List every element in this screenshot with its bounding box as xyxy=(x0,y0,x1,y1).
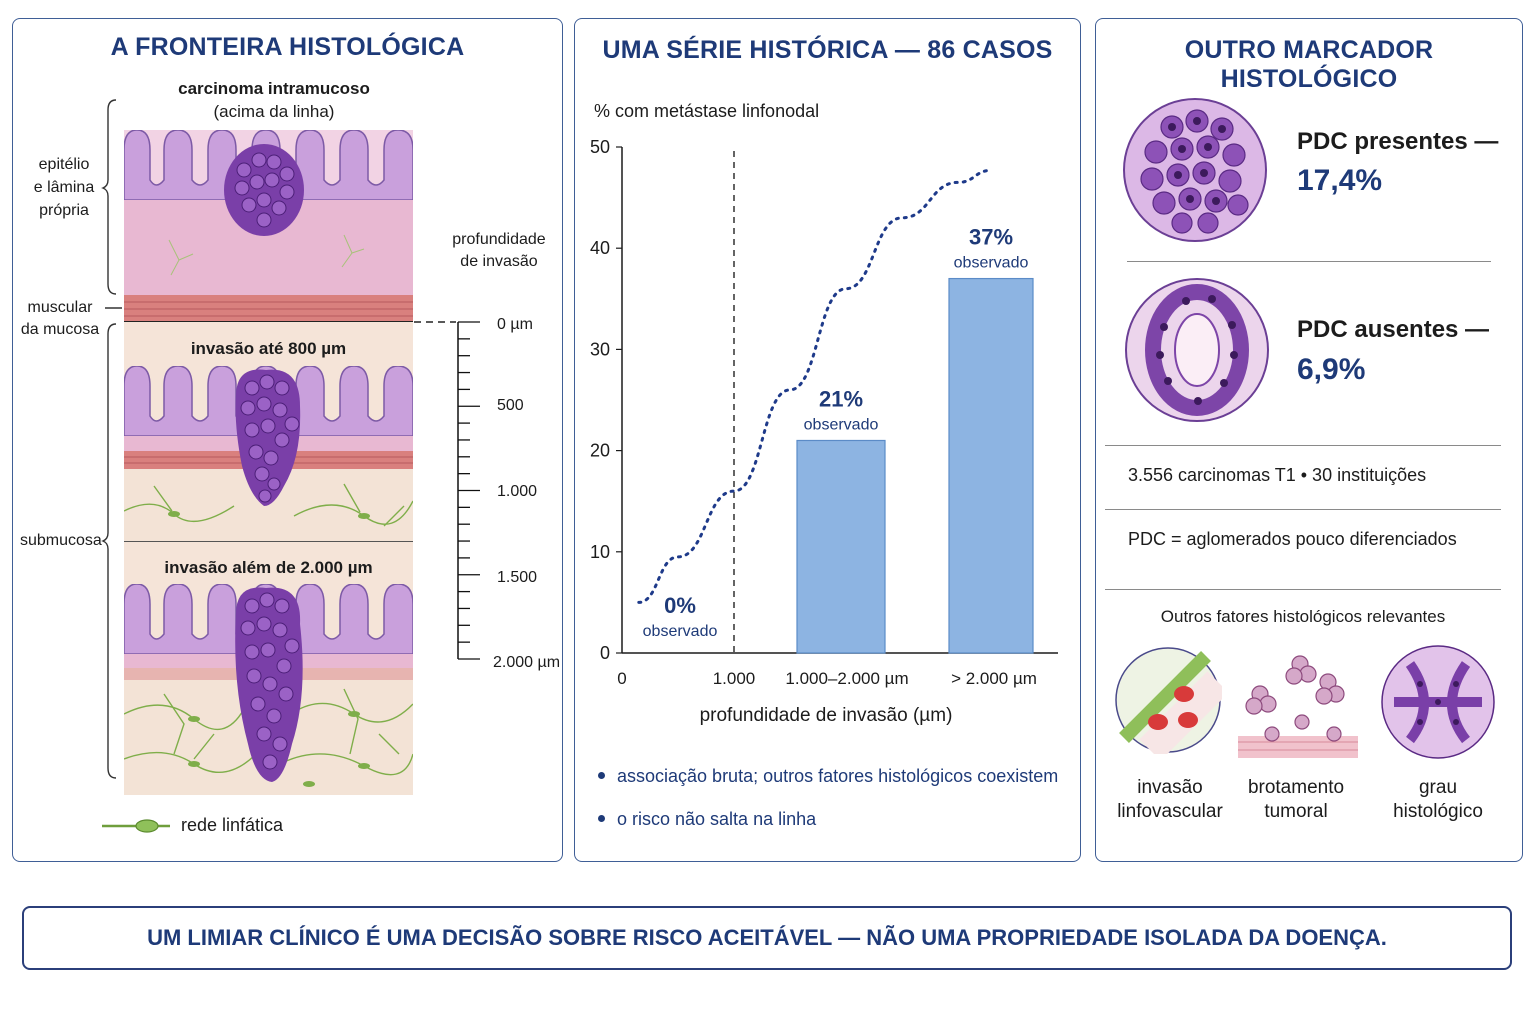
epithelium-label-2: e lâmina xyxy=(33,179,95,196)
separator xyxy=(1127,261,1491,262)
y-tick-label: 10 xyxy=(590,542,610,562)
bar-value-label: 21% xyxy=(819,386,863,411)
side-braces xyxy=(101,99,122,779)
tissue-intramucosal xyxy=(124,130,413,322)
lymph-network-icon xyxy=(102,819,170,833)
factor-label-1a: invasão xyxy=(1137,777,1203,798)
scale-tick-1000: 1.000 xyxy=(497,483,538,500)
pdc-present-label: PDC presentes — xyxy=(1297,128,1499,155)
factor-label-2b: tumoral xyxy=(1264,801,1328,822)
depth-header-1: profundidade xyxy=(452,231,546,248)
separator xyxy=(1105,509,1501,510)
y-tick-label: 0 xyxy=(600,643,610,663)
factor-label-3b: histológico xyxy=(1393,801,1483,822)
x-axis-label: profundidade de invasão (µm) xyxy=(700,705,953,726)
pdc-absent-icon xyxy=(1125,278,1269,422)
scale-tick-2000: 2.000 µm xyxy=(493,654,561,671)
scale-tick-0: 0 µm xyxy=(497,316,533,333)
conclusion-banner: UM LIMIAR CLÍNICO É UMA DECISÃO SOBRE RI… xyxy=(22,906,1512,970)
bar-value-label: 0% xyxy=(664,593,696,618)
metastasis-chart: % com metástase linfonodal 0 10 20 30 40 50 0% o… xyxy=(590,101,1058,726)
pdc-present-value: 17,4% xyxy=(1297,164,1383,197)
factor-label-2a: brotamento xyxy=(1247,777,1345,798)
section-800-caption: invasão até 800 µm xyxy=(190,339,347,358)
depth-scale xyxy=(414,321,480,660)
submucosa-label: submucosa xyxy=(20,532,102,549)
muscularis-label-1: muscular xyxy=(27,299,93,316)
section-2000-caption: invasão além de 2.000 µm xyxy=(164,558,373,577)
x-tick-label: 1.000–2.000 µm xyxy=(785,669,908,688)
panel-title: OUTRO MARCADOR HISTOLÓGICO xyxy=(1184,36,1434,93)
bar xyxy=(796,439,886,654)
bar xyxy=(948,277,1034,654)
bullet-text: associação bruta; outros fatores histoló… xyxy=(617,766,1059,786)
top-caption-sub: (acima da linha) xyxy=(213,102,335,121)
grade-icon xyxy=(1381,645,1495,759)
scale-tick-500: 500 xyxy=(497,397,524,414)
muscularis-label-2: da mucosa xyxy=(20,321,100,338)
conclusion-text: UM LIMIAR CLÍNICO É UMA DECISÃO SOBRE RI… xyxy=(147,925,1387,950)
pdc-definition: PDC = aglomerados pouco diferenciados xyxy=(1128,529,1457,549)
y-tick-label: 20 xyxy=(590,441,610,461)
bullet-text: o risco não salta na linha xyxy=(617,809,817,829)
tissue-2000um xyxy=(124,584,413,795)
x-tick-label: 1.000 xyxy=(713,669,756,688)
bar-sublabel: observado xyxy=(954,255,1029,272)
trend-curve xyxy=(637,168,994,604)
muscularis-line xyxy=(124,321,413,322)
depth-header-2: de invasão xyxy=(460,253,538,270)
bar-value-label: 37% xyxy=(969,225,1013,250)
pdc-absent-label: PDC ausentes — xyxy=(1297,316,1490,343)
pdc-absent-value: 6,9% xyxy=(1297,353,1366,386)
bullet-dot xyxy=(598,771,605,779)
bullet-item: associação bruta; outros fatores histoló… xyxy=(598,766,1058,787)
bullet-dot xyxy=(598,814,605,822)
top-caption: carcinoma intramucoso xyxy=(178,79,370,98)
x-tick-label: > 2.000 µm xyxy=(951,669,1037,688)
y-tick-label: 30 xyxy=(590,339,610,359)
section-divider xyxy=(124,541,413,542)
bar-sublabel: observado xyxy=(804,416,879,433)
panel-title: A FRONTEIRA HISTOLÓGICA xyxy=(110,33,465,61)
panel-title: UMA SÉRIE HISTÓRICA — 86 CASOS xyxy=(602,36,1053,64)
budding-icon xyxy=(1238,655,1358,758)
epithelium-label-3: própria xyxy=(39,202,89,219)
bar-sublabel: observado xyxy=(643,623,718,640)
y-axis-label: % com metástase linfonodal xyxy=(594,101,819,121)
legend-label: rede linfática xyxy=(181,815,284,835)
factor-label-1b: linfovascular xyxy=(1117,801,1223,822)
x-tick-label: 0 xyxy=(617,669,626,688)
epithelium-label-1: epitélio xyxy=(38,156,90,173)
y-tick-label: 50 xyxy=(590,137,610,157)
study-info: 3.556 carcinomas T1 • 30 instituições xyxy=(1128,465,1427,485)
bullet-item: o risco não salta na linha xyxy=(598,809,816,830)
pdc-present-icon xyxy=(1123,98,1267,242)
scale-tick-1500: 1.500 xyxy=(497,569,538,586)
y-tick-label: 40 xyxy=(590,238,610,258)
vessel-icon xyxy=(1115,647,1222,754)
tissue-800um xyxy=(124,366,413,542)
separator xyxy=(1105,445,1501,446)
separator xyxy=(1105,589,1501,590)
factor-label-3a: grau xyxy=(1418,777,1458,798)
other-factors-title: Outros fatores histológicos relevantes xyxy=(1160,607,1446,626)
